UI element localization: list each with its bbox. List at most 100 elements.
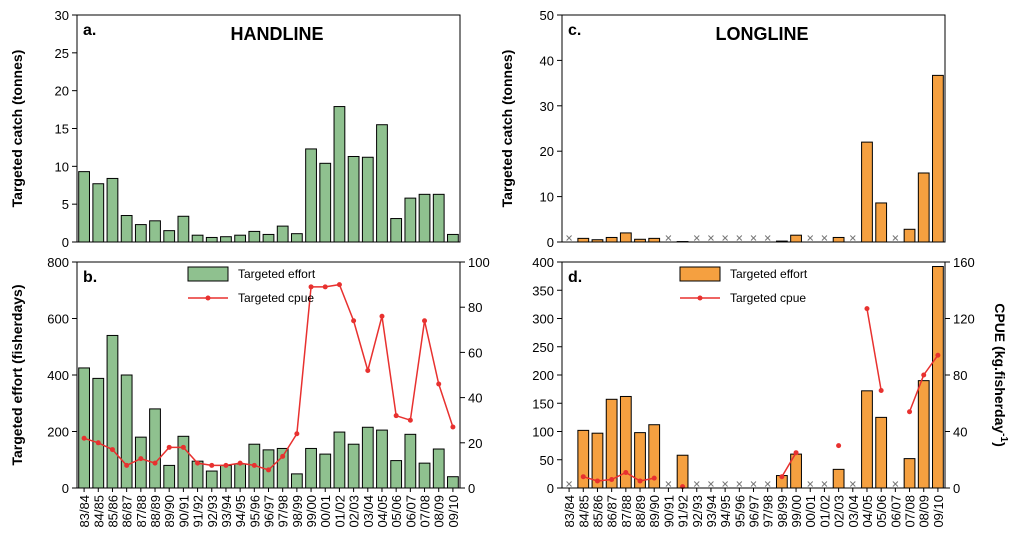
bar <box>78 367 90 489</box>
cpue-point <box>365 367 371 373</box>
x-tick-label: 85/86 <box>105 495 120 528</box>
y-axis-label: Targeted catch (tonnes) <box>499 50 515 208</box>
cpue-point <box>322 284 328 290</box>
panel-label: c. <box>568 22 581 39</box>
bar <box>333 106 346 243</box>
x-tick-label: 99/00 <box>789 495 804 528</box>
no-data-marker <box>665 235 672 241</box>
cpue-point <box>779 474 785 480</box>
x-tick-label: 89/90 <box>162 495 177 528</box>
no-data-marker <box>892 481 899 487</box>
x-tick-label: 05/06 <box>874 495 889 528</box>
cpue-point <box>379 313 385 319</box>
x-tick-label: 04/05 <box>375 495 390 528</box>
cpue-point <box>336 282 342 288</box>
legend-point <box>697 295 703 301</box>
cpue-point <box>251 462 257 468</box>
y-tick-label: 800 <box>47 255 69 270</box>
y-tick-label: 0 <box>547 481 554 496</box>
bar <box>305 148 317 243</box>
x-tick-label: 08/09 <box>432 495 447 528</box>
y2-axis-label-main: CPUE (kg.fisherday <box>992 303 1008 433</box>
bar <box>106 334 119 489</box>
bar <box>347 155 360 243</box>
cpue-point <box>223 462 229 468</box>
bar <box>932 266 944 489</box>
bar <box>248 230 261 243</box>
cpue-point <box>152 460 158 466</box>
cpue-point <box>166 444 172 450</box>
y2-tick-label: 160 <box>953 255 975 270</box>
y2-tick-label: 0 <box>468 481 475 496</box>
no-data-marker <box>693 235 700 241</box>
legend-label: Targeted effort <box>730 267 808 281</box>
cpue-point <box>195 460 201 466</box>
cpue-point <box>351 318 357 324</box>
cpue-point <box>237 460 243 466</box>
x-tick-label: 89/90 <box>647 495 662 528</box>
bar <box>605 398 618 489</box>
legend-swatch <box>187 266 229 282</box>
y-tick-label: 0 <box>547 235 554 250</box>
bar <box>177 435 190 489</box>
cpue-line <box>583 308 939 482</box>
cpue-point <box>124 462 130 468</box>
cpue-point <box>907 409 913 415</box>
bar <box>648 237 661 243</box>
x-tick-label: 96/97 <box>747 495 762 528</box>
x-tick-label: 84/85 <box>576 495 591 528</box>
x-tick-label: 06/07 <box>403 495 418 528</box>
x-tick-label: 05/06 <box>389 495 404 528</box>
x-tick-label: 92/93 <box>690 495 705 528</box>
bar <box>149 408 161 489</box>
y2-tick-label: 0 <box>953 481 960 496</box>
x-tick-label: 03/04 <box>846 495 861 528</box>
x-tick-label: 93/94 <box>704 495 719 528</box>
bar <box>347 443 360 489</box>
no-data-marker <box>849 235 856 241</box>
cpue-point <box>594 478 600 484</box>
no-data-marker <box>764 481 771 487</box>
bar <box>376 124 388 243</box>
x-tick-label: 02/03 <box>347 495 362 528</box>
x-tick-label: 95/96 <box>732 495 747 528</box>
bar <box>432 448 445 489</box>
cpue-point <box>878 388 884 394</box>
no-data-marker <box>821 235 828 241</box>
x-tick-label: 84/85 <box>91 495 106 528</box>
x-tick-label: 00/01 <box>318 495 333 528</box>
bar <box>577 429 590 489</box>
bar <box>676 454 689 489</box>
x-tick-label: 02/03 <box>832 495 847 528</box>
bar <box>418 462 431 489</box>
panel-label: d. <box>568 269 582 286</box>
cpue-point <box>921 372 927 378</box>
x-tick-label: 97/98 <box>276 495 291 528</box>
legend-swatch <box>679 266 721 282</box>
x-tick-label: 97/98 <box>761 495 776 528</box>
bar <box>418 193 431 243</box>
x-tick-label: 83/84 <box>562 495 577 528</box>
y-tick-label: 350 <box>532 283 554 298</box>
x-tick-label: 08/09 <box>917 495 932 528</box>
y-tick-label: 400 <box>47 368 69 383</box>
bar <box>234 234 247 243</box>
no-data-marker <box>764 235 771 241</box>
plot-frame <box>561 14 946 243</box>
bar <box>404 197 417 243</box>
cpue-point <box>294 431 300 437</box>
cpue-point <box>836 443 842 449</box>
bar <box>432 193 445 243</box>
x-tick-label: 86/87 <box>605 495 620 528</box>
x-tick-label: 91/92 <box>191 495 206 528</box>
plot-frame <box>76 14 461 243</box>
bar <box>92 377 105 489</box>
x-tick-label: 95/96 <box>247 495 262 528</box>
y2-axis-label: CPUE (kg.fisherday-1) <box>992 303 1009 447</box>
x-tick-label: 90/91 <box>661 495 676 528</box>
bar <box>577 237 590 243</box>
bar <box>390 218 403 243</box>
bar <box>276 225 289 243</box>
x-tick-label: 09/10 <box>931 495 946 528</box>
x-tick-label: 87/88 <box>134 495 149 528</box>
